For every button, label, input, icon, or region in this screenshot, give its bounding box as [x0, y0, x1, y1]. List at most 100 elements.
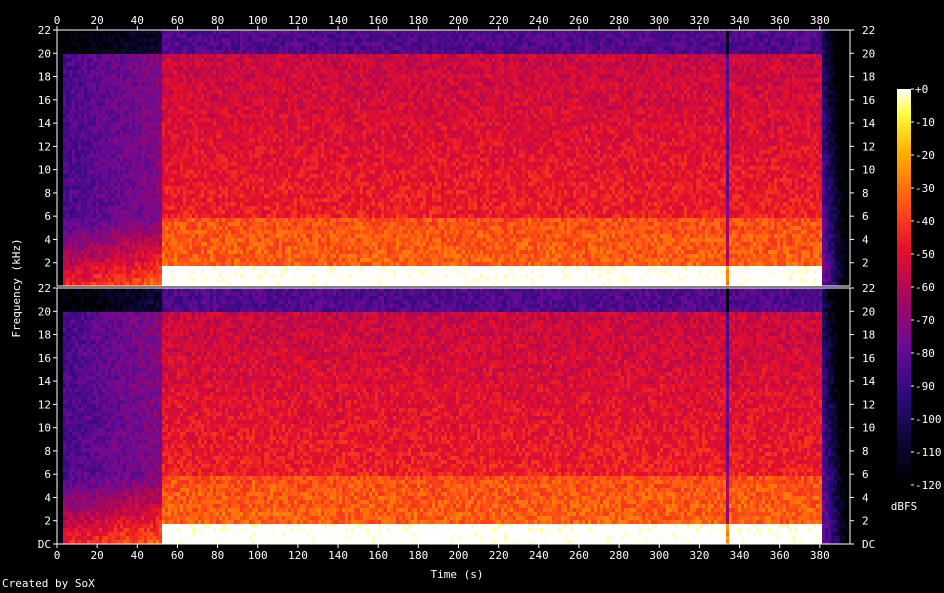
x-tick-label-bottom: 380: [810, 549, 830, 562]
x-tick-label-top: 240: [529, 14, 549, 27]
x-tick-label-top: 60: [171, 14, 184, 27]
x-tick-label-top: 180: [408, 14, 428, 27]
y-tick-label-left: 22: [38, 282, 51, 295]
y-tick-label-left: 2: [44, 257, 51, 270]
colorbar-tick-label: +0: [915, 83, 928, 96]
x-tick-label-bottom: 200: [449, 549, 469, 562]
x-tick-label-top: 300: [649, 14, 669, 27]
y-tick-label-right: 20: [862, 47, 875, 60]
y-tick-label-right: 12: [862, 398, 875, 411]
y-tick-label-left: 4: [44, 233, 51, 246]
x-tick-label-bottom: 260: [569, 549, 589, 562]
y-tick-label-right: 8: [862, 445, 869, 458]
y-tick-label-right: DC: [862, 538, 875, 551]
x-tick-label-bottom: 320: [689, 549, 709, 562]
colorbar-tick-label: -30: [915, 182, 935, 195]
x-tick-label-bottom: 220: [489, 549, 509, 562]
x-tick-label-top: 260: [569, 14, 589, 27]
x-tick-label-top: 120: [288, 14, 308, 27]
y-tick-label-left: DC: [38, 538, 51, 551]
x-tick-label-bottom: 180: [408, 549, 428, 562]
x-tick-label-top: 100: [248, 14, 268, 27]
y-tick-label-left: 10: [38, 164, 51, 177]
y-tick-label-right: 20: [862, 305, 875, 318]
x-tick-label-top: 380: [810, 14, 830, 27]
y-tick-label-right: 14: [862, 375, 876, 388]
x-tick-label-bottom: 240: [529, 549, 549, 562]
x-tick-label-bottom: 360: [770, 549, 790, 562]
y-tick-label-right: 22: [862, 24, 875, 37]
x-tick-label-bottom: 280: [609, 549, 629, 562]
x-tick-label-top: 160: [368, 14, 388, 27]
colorbar-tick-label: -80: [915, 347, 935, 360]
x-tick-label-bottom: 120: [288, 549, 308, 562]
x-tick-label-bottom: 60: [171, 549, 184, 562]
y-tick-label-left: 12: [38, 398, 51, 411]
y-tick-label-left: 18: [38, 329, 51, 342]
x-tick-label-top: 140: [328, 14, 348, 27]
x-tick-label-top: 360: [770, 14, 790, 27]
y-tick-label-right: 14: [862, 117, 876, 130]
x-tick-label-top: 0: [54, 14, 61, 27]
y-tick-label-left: 14: [38, 117, 52, 130]
y-tick-label-left: 4: [44, 491, 51, 504]
colorbar-tick-label: -110: [915, 446, 942, 459]
x-tick-label-top: 340: [730, 14, 750, 27]
colorbar-tick-label: -40: [915, 215, 935, 228]
colorbar-tick-label: -120: [915, 479, 942, 492]
y-tick-label-right: 8: [862, 187, 869, 200]
y-tick-label-left: 20: [38, 47, 51, 60]
y-tick-label-right: 18: [862, 329, 875, 342]
y-tick-label-left: 14: [38, 375, 52, 388]
channel-2-frame: [56, 287, 851, 545]
y-tick-label-left: 8: [44, 187, 51, 200]
y-tick-label-left: 22: [38, 24, 51, 37]
y-tick-label-right: 22: [862, 282, 875, 295]
colorbar-tick-label: -90: [915, 380, 935, 393]
y-tick-label-left: 12: [38, 140, 51, 153]
x-tick-label-bottom: 40: [131, 549, 144, 562]
colorbar-label: dBFS: [891, 500, 918, 513]
channel-1-frame: [56, 29, 851, 287]
y-tick-label-right: 6: [862, 468, 869, 481]
x-tick-label-top: 200: [449, 14, 469, 27]
y-tick-label-right: 12: [862, 140, 875, 153]
colorbar-tick-label: -60: [915, 281, 935, 294]
colorbar: [897, 89, 911, 485]
y-tick-label-left: 2: [44, 515, 51, 528]
x-tick-label-bottom: 80: [211, 549, 224, 562]
y-tick-label-left: 6: [44, 210, 51, 223]
y-tick-label-right: 4: [862, 491, 869, 504]
y-tick-label-left: 8: [44, 445, 51, 458]
channel-1-spectrogram: [57, 30, 852, 286]
y-tick-label-right: 4: [862, 233, 869, 246]
x-axis-label: Time (s): [431, 568, 484, 581]
x-tick-label-bottom: 0: [54, 549, 61, 562]
y-tick-label-left: 10: [38, 422, 51, 435]
y-tick-label-right: 10: [862, 422, 875, 435]
y-tick-label-right: 2: [862, 515, 869, 528]
y-tick-label-right: 10: [862, 164, 875, 177]
y-tick-label-left: 16: [38, 94, 51, 107]
x-tick-label-bottom: 140: [328, 549, 348, 562]
y-tick-label-right: 16: [862, 94, 875, 107]
colorbar-tick-label: -100: [915, 413, 942, 426]
x-tick-label-top: 40: [131, 14, 144, 27]
x-tick-label-top: 320: [689, 14, 709, 27]
colorbar-tick-label: -70: [915, 314, 935, 327]
y-axis-label: Frequency (kHz): [10, 238, 23, 337]
colorbar-tick-label: -50: [915, 248, 935, 261]
x-tick-label-top: 280: [609, 14, 629, 27]
x-tick-label-top: 80: [211, 14, 224, 27]
y-tick-label-right: 6: [862, 210, 869, 223]
y-tick-label-left: 16: [38, 352, 51, 365]
colorbar-tick-label: -20: [915, 149, 935, 162]
credit-text: Created by SoX: [2, 577, 95, 591]
colorbar-tick-label: -10: [915, 116, 935, 129]
x-tick-label-bottom: 100: [248, 549, 268, 562]
y-tick-label-left: 20: [38, 305, 51, 318]
y-tick-label-left: 18: [38, 71, 51, 84]
x-tick-label-bottom: 20: [91, 549, 104, 562]
x-tick-label-bottom: 160: [368, 549, 388, 562]
